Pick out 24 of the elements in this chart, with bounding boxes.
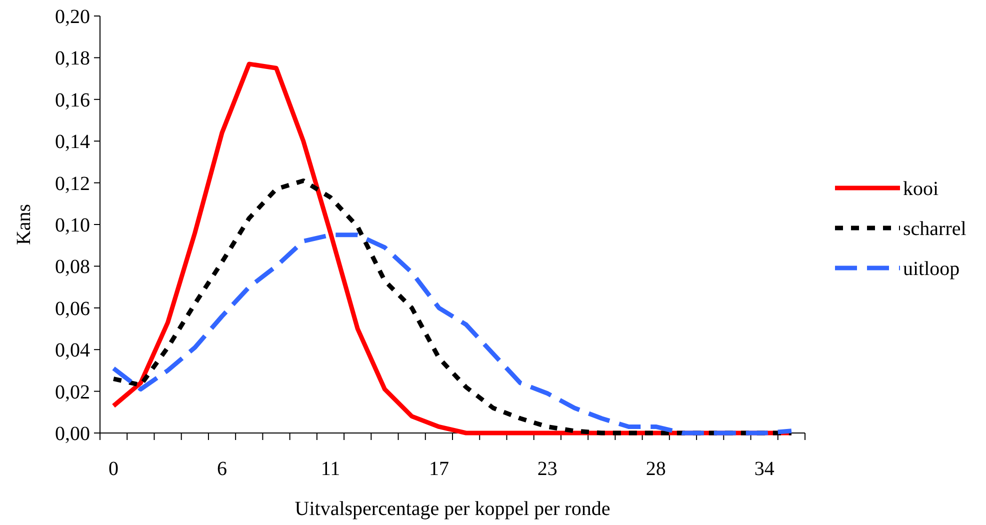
x-tick-label: 11 xyxy=(320,458,340,480)
y-tick-label: 0,04 xyxy=(55,340,90,362)
y-tick-label: 0,10 xyxy=(55,214,90,236)
y-tick-label: 0,18 xyxy=(55,48,90,70)
y-tick-label: 0,06 xyxy=(55,298,90,320)
legend-label: scharrel xyxy=(903,218,967,240)
y-tick-label: 0,14 xyxy=(55,131,90,154)
x-tick-label: 6 xyxy=(217,458,228,480)
y-tick-label: 0,02 xyxy=(55,381,90,404)
x-tick-label: 34 xyxy=(754,458,774,480)
y-tick-label: 0,20 xyxy=(55,6,90,28)
x-axis-title: Uitvalspercentage per koppel per ronde xyxy=(294,498,610,520)
x-tick-label: 0 xyxy=(108,458,119,480)
legend-label: kooi xyxy=(903,178,939,200)
line-series xyxy=(111,232,794,436)
y-axis-title: Kans xyxy=(13,204,35,246)
y-tick-label: 0,00 xyxy=(55,423,90,445)
y-tick-label: 0,08 xyxy=(55,256,90,278)
y-tick-label: 0,12 xyxy=(55,172,90,195)
legend-label: uitloop xyxy=(903,258,960,280)
x-tick-label: 28 xyxy=(646,458,666,480)
x-tick-label: 23 xyxy=(537,458,558,480)
x-tick-label: 17 xyxy=(428,458,449,480)
y-tick-label: 0,16 xyxy=(55,89,90,112)
